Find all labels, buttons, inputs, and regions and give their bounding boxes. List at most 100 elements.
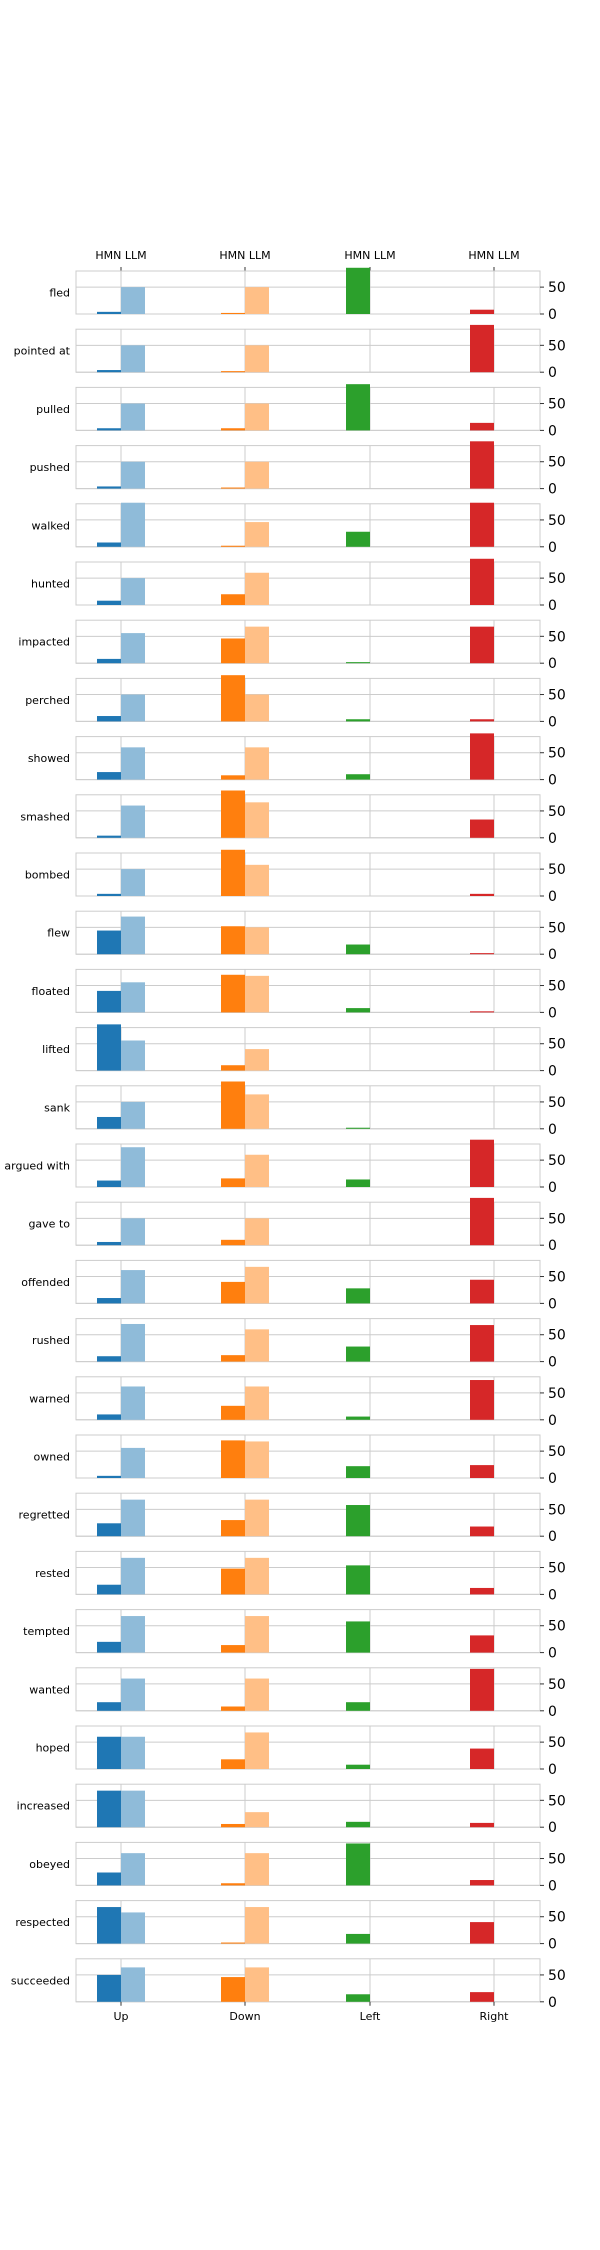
- top-tick-label-right: HMN LLM: [468, 249, 519, 262]
- bar-hmn-up: [97, 1024, 121, 1070]
- panel-label: succeeded: [11, 1974, 70, 1987]
- bar-hmn-left: [346, 1621, 370, 1652]
- ytick-label-0: 0: [548, 1995, 557, 2011]
- bar-llm-down: [245, 927, 269, 954]
- panel-increased: increased050: [17, 1784, 566, 1836]
- bar-hmn-down: [221, 1355, 245, 1361]
- bar-hmn-down: [221, 428, 245, 430]
- ytick-label-0: 0: [548, 1937, 557, 1953]
- category-label-left: Left: [360, 2010, 381, 2023]
- bar-llm-up: [121, 695, 145, 722]
- bar-llm-down: [245, 345, 269, 372]
- bar-hmn-right: [470, 325, 494, 372]
- panel-label: showed: [28, 752, 70, 765]
- panel-label: pulled: [36, 403, 70, 416]
- bar-hmn-up: [97, 716, 121, 721]
- bar-llm-up: [121, 1448, 145, 1478]
- ytick-label-50: 50: [548, 455, 566, 471]
- ytick-label-0: 0: [548, 423, 557, 439]
- bar-hmn-up: [97, 836, 121, 838]
- panel-perched: perched 0 50: [25, 675, 566, 730]
- bar-llm-up: [121, 1791, 145, 1828]
- ytick-label-50: 50: [548, 1386, 566, 1402]
- panel-floated: floated 0 50: [32, 969, 566, 1021]
- bar-hmn-down: [221, 1883, 245, 1885]
- ytick-label-0: 0: [548, 1646, 557, 1662]
- bar-hmn-up: [97, 1873, 121, 1886]
- panel-label: pointed at: [14, 345, 71, 358]
- bottom-axis-ticks: Up Down Left Right: [113, 2002, 509, 2023]
- bar-hmn-right: [470, 733, 494, 779]
- panel-owned: owned 0 50: [34, 1435, 566, 1487]
- panel-warned: warned 0 50: [29, 1377, 566, 1429]
- bar-llm-up: [121, 1102, 145, 1129]
- panel-label: argued with: [4, 1160, 70, 1173]
- ytick-label-50: 50: [548, 1561, 566, 1577]
- panel-hoped: hoped050: [36, 1726, 566, 1778]
- bar-llm-up: [121, 1967, 145, 2001]
- bar-llm-up: [121, 1500, 145, 1537]
- bar-hmn-up: [97, 1737, 121, 1769]
- bar-hmn-down: [221, 488, 245, 489]
- bar-llm-up: [121, 747, 145, 779]
- ytick-label-50: 50: [548, 1968, 566, 1984]
- panel-flew: flew050: [47, 911, 566, 963]
- bar-hmn-left: [346, 532, 370, 547]
- bar-hmn-left: [346, 1702, 370, 1711]
- panel-label: lifted: [42, 1043, 70, 1056]
- bar-hmn-left: [346, 1417, 370, 1420]
- bar-hmn-left: [346, 719, 370, 721]
- bar-hmn-right: [470, 894, 494, 896]
- bar-llm-up: [121, 345, 145, 372]
- bar-hmn-up: [97, 1476, 121, 1478]
- bar-llm-down: [245, 1616, 269, 1653]
- ytick-label-0: 0: [548, 889, 557, 905]
- panel-label: rushed: [32, 1334, 70, 1347]
- panel-hunted: hunted 0 50: [31, 559, 566, 614]
- panel-label: impacted: [18, 636, 70, 649]
- panel-gave-to: gave to 0 50: [28, 1198, 565, 1254]
- ytick-label-50: 50: [548, 1328, 566, 1344]
- ytick-label-0: 0: [548, 1355, 557, 1371]
- bar-hmn-down: [221, 975, 245, 1013]
- ytick-label-50: 50: [548, 338, 566, 354]
- bar-hmn-left: [346, 945, 370, 955]
- panel-frame: [76, 678, 540, 721]
- panel-fled: fled050: [49, 268, 566, 323]
- top-tick-label-down: HMN LLM: [219, 249, 270, 262]
- bar-llm-up: [121, 503, 145, 547]
- panel-label: pushed: [30, 461, 70, 474]
- ytick-label-50: 50: [548, 1037, 566, 1053]
- bar-llm-up: [121, 1912, 145, 1943]
- bar-llm-up: [121, 287, 145, 314]
- bar-hmn-down: [221, 1707, 245, 1711]
- bar-hmn-left: [346, 1008, 370, 1012]
- panel-label: tempted: [23, 1625, 70, 1638]
- bar-llm-down: [245, 695, 269, 722]
- bar-hmn-right: [470, 1011, 494, 1012]
- bar-llm-down: [245, 1853, 269, 1885]
- panel-label: rested: [35, 1567, 70, 1580]
- bar-llm-up: [121, 1324, 145, 1362]
- bar-llm-down: [245, 1218, 269, 1245]
- bar-llm-up: [121, 462, 145, 489]
- bar-llm-up: [121, 917, 145, 955]
- bar-hmn-up: [97, 370, 121, 372]
- ytick-label-0: 0: [548, 1529, 557, 1545]
- panel-label: increased: [17, 1800, 70, 1813]
- ytick-label-0: 0: [548, 365, 557, 381]
- bar-llm-up: [121, 1041, 145, 1071]
- bar-hmn-right: [470, 1749, 494, 1769]
- panel-succeeded: succeeded 0 50: [11, 1959, 566, 2011]
- bar-hmn-down: [221, 1082, 245, 1129]
- ytick-label-0: 0: [548, 598, 557, 614]
- bar-hmn-left: [346, 1505, 370, 1536]
- panel-frame: [76, 1086, 540, 1129]
- bar-hmn-left: [346, 1765, 370, 1769]
- panel-label: perched: [25, 694, 70, 707]
- bar-llm-down: [245, 1500, 269, 1537]
- panel-respected: respected 0 50: [15, 1901, 565, 1953]
- panel-pointed-at: pointed at 0 50: [14, 325, 566, 381]
